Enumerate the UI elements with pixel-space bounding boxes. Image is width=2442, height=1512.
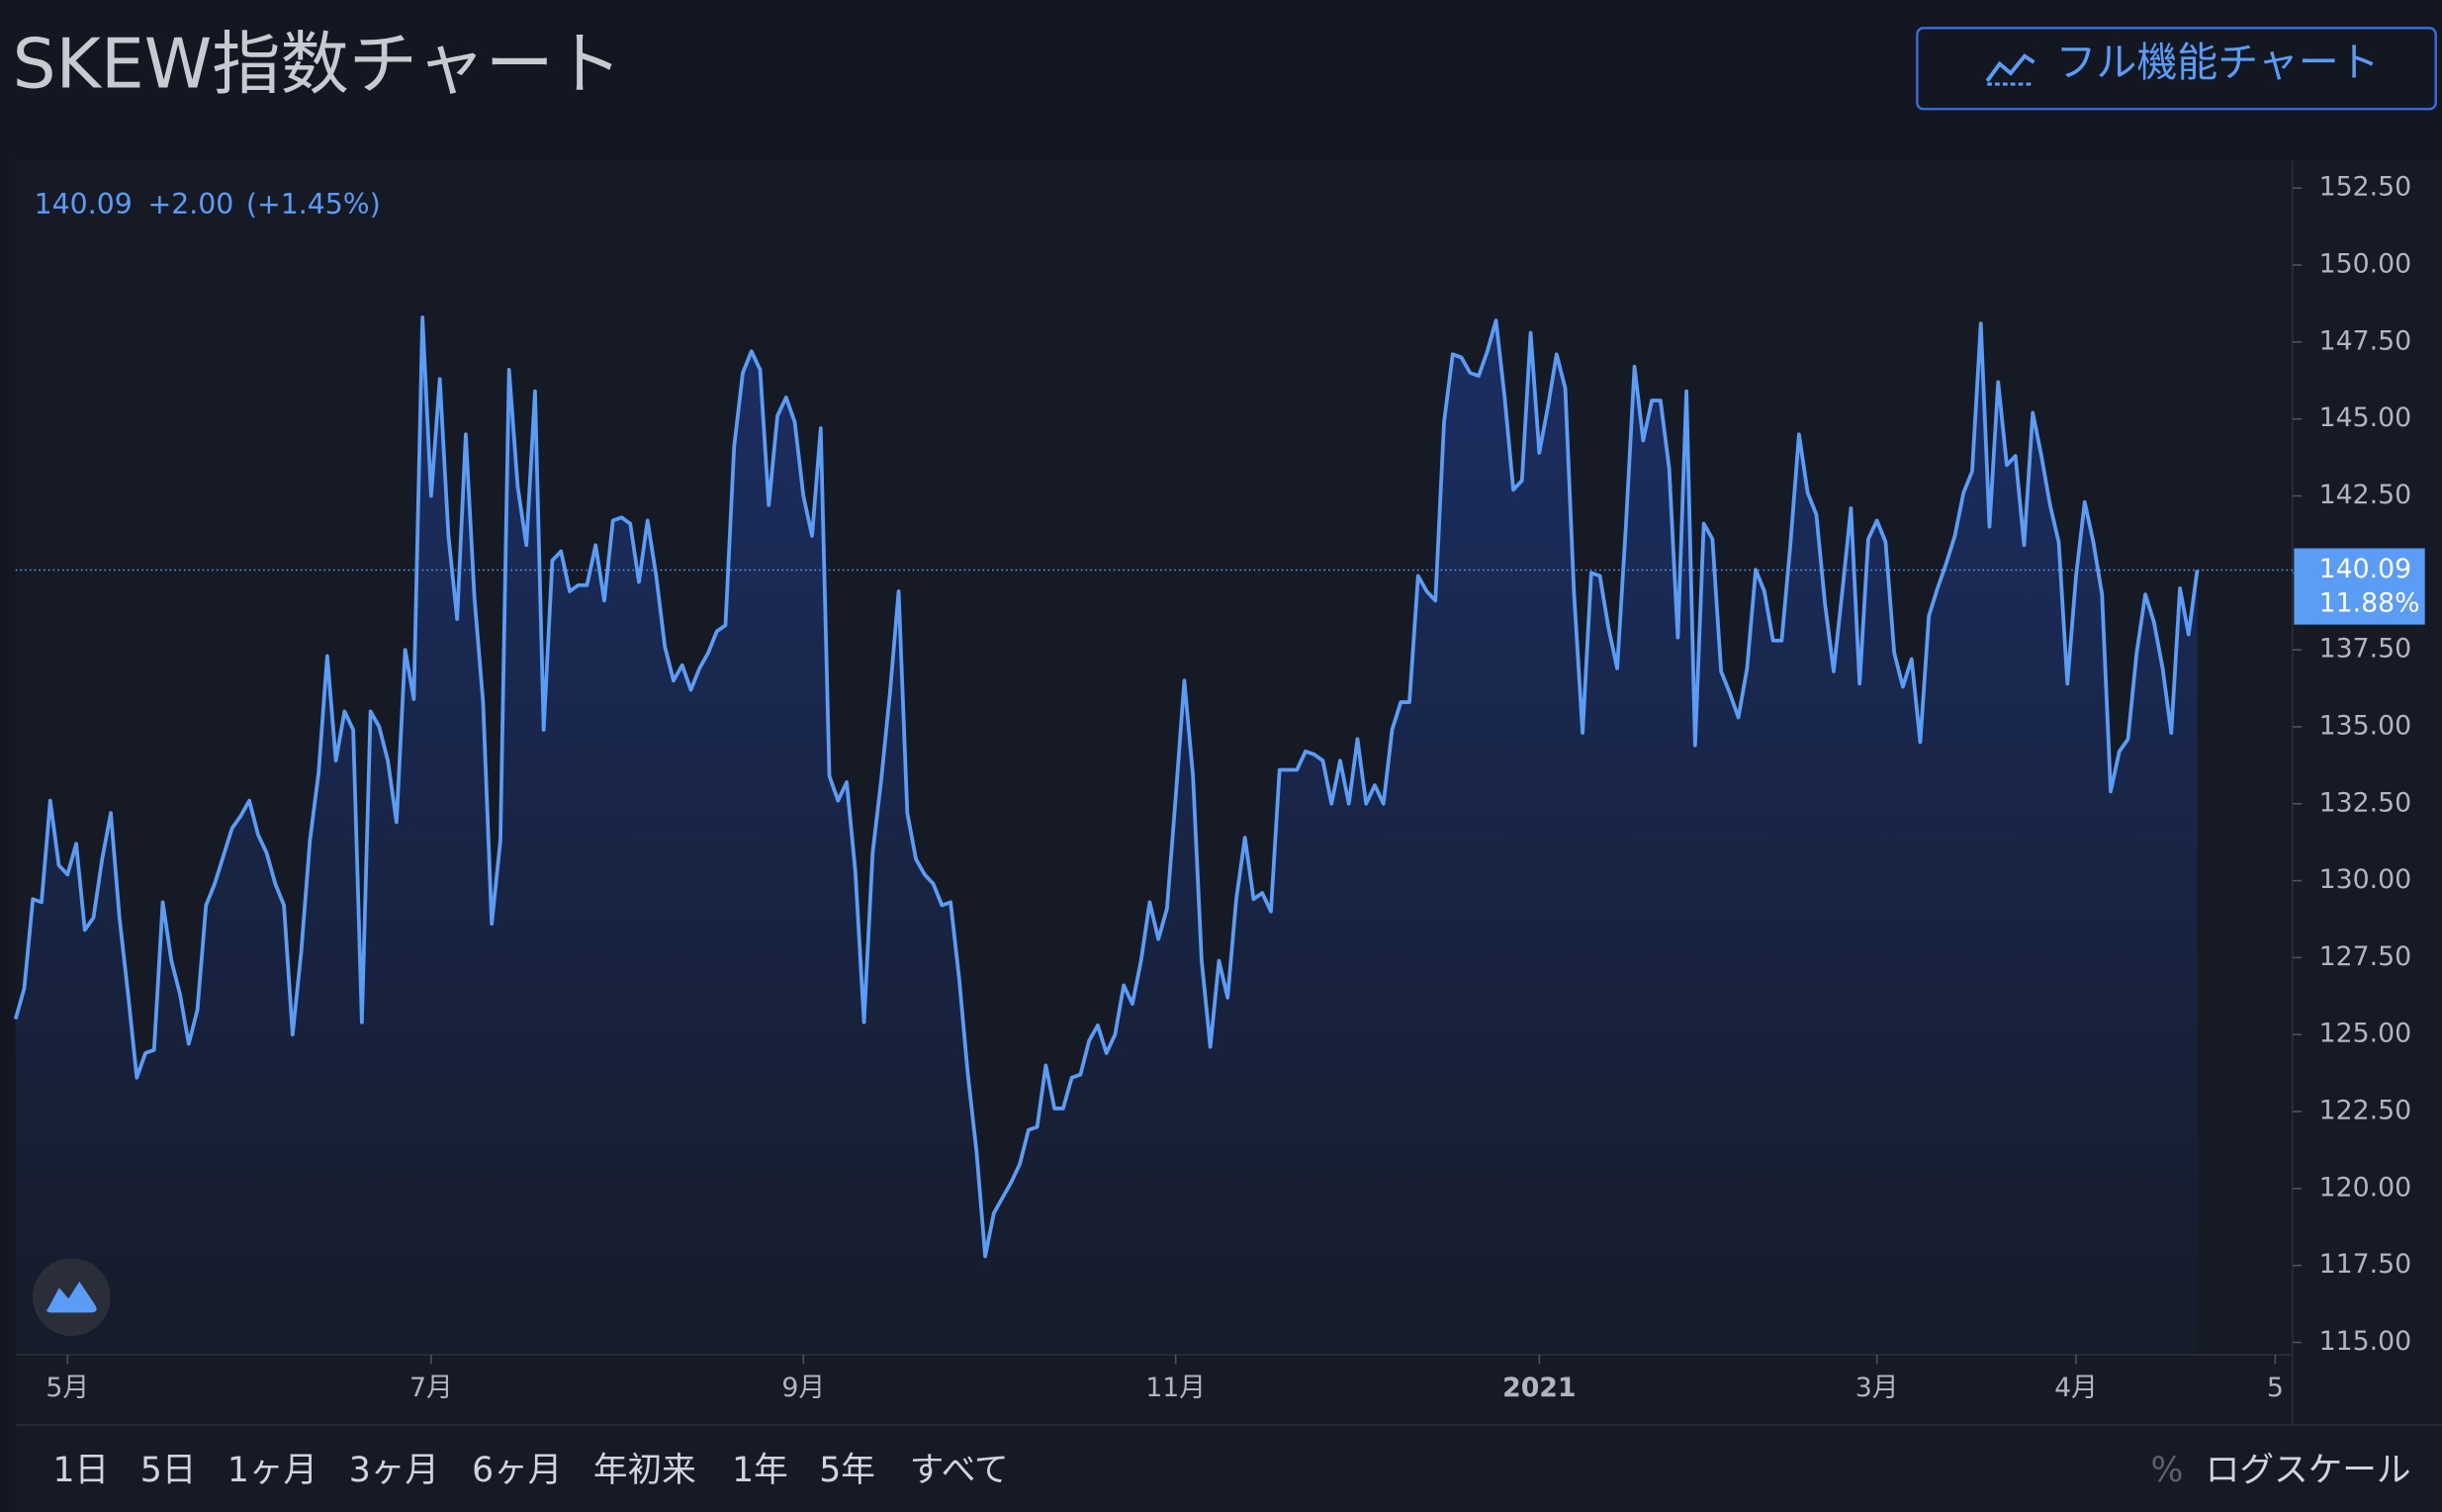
y-tick-label: 150.00: [2319, 249, 2412, 280]
price-line: [13, 315, 2200, 1259]
range-button[interactable]: 年初来: [593, 1451, 696, 1490]
range-toolbar: 1日 5日 1ヶ月 3ヶ月 6ヶ月 年初来 1年 5年 すべて: [53, 1451, 1009, 1490]
last-price: 140.09: [35, 188, 133, 221]
y-tick-label: 145.00: [2319, 402, 2412, 433]
x-tick-label: 5月: [45, 1373, 89, 1403]
y-tick-label: 115.00: [2319, 1326, 2412, 1357]
x-tick-label: 4月: [2054, 1373, 2098, 1403]
x-tick-label: 7月: [409, 1373, 453, 1403]
y-tick-label: 120.00: [2319, 1172, 2412, 1202]
y-tick-label: 125.00: [2319, 1019, 2412, 1049]
page-title: SKEW指数チャート: [13, 25, 623, 104]
range-button[interactable]: 6ヶ月: [472, 1451, 562, 1490]
badge-pct: 11.88%: [2319, 588, 2420, 619]
area-fill: [15, 316, 2198, 1355]
full-chart-button[interactable]: フル機能チャート: [1916, 27, 2437, 111]
y-tick-label: 122.50: [2319, 1096, 2412, 1126]
price-header: 140.09 +2.00 (+1.45%): [35, 188, 381, 221]
range-button[interactable]: 5日: [140, 1451, 197, 1490]
range-button[interactable]: 1日: [53, 1451, 110, 1490]
button-label[interactable]: フル機能チャート: [2055, 39, 2379, 86]
logo: [33, 1258, 111, 1337]
log-scale-toggle[interactable]: ログスケール: [2206, 1451, 2411, 1490]
y-tick-label: 117.50: [2319, 1249, 2412, 1280]
y-tick-label: 147.50: [2319, 325, 2412, 356]
range-button[interactable]: 5年: [819, 1451, 875, 1490]
y-tick-label: 135.00: [2319, 710, 2412, 741]
range-button[interactable]: 3ヶ月: [349, 1451, 439, 1490]
y-tick-label: 152.50: [2319, 172, 2412, 203]
badge-price: 140.09: [2319, 554, 2412, 584]
y-tick-label: 130.00: [2319, 864, 2412, 895]
logo-icon: [46, 1281, 97, 1313]
price-change-pct: (+1.45%): [246, 188, 381, 221]
plot: 115.00 117.50 120.00 122.50 125.00 127.50 130.…: [13, 172, 2425, 1403]
x-tick-label: 3月: [1855, 1373, 1899, 1403]
range-button[interactable]: 1年: [732, 1451, 788, 1490]
x-tick-label: 9月: [781, 1373, 825, 1403]
y-tick-label: 127.50: [2319, 941, 2412, 972]
range-button[interactable]: 1ヶ月: [227, 1451, 317, 1490]
x-tick-label: 11月: [1145, 1373, 1206, 1403]
price-badge: [2294, 548, 2425, 625]
x-tick-label: 5: [2267, 1373, 2284, 1403]
price-change: +2.00: [148, 188, 234, 221]
range-button[interactable]: すべて: [910, 1451, 1009, 1490]
y-tick-label: 132.50: [2319, 787, 2412, 818]
percent-toggle[interactable]: %: [2151, 1451, 2184, 1490]
x-tick-label: 2021: [1502, 1373, 1576, 1403]
button-icon[interactable]: [1985, 53, 2035, 83]
button-frame[interactable]: [1916, 27, 2437, 111]
y-tick-label: 142.50: [2319, 480, 2412, 510]
y-tick-label: 137.50: [2319, 634, 2412, 665]
